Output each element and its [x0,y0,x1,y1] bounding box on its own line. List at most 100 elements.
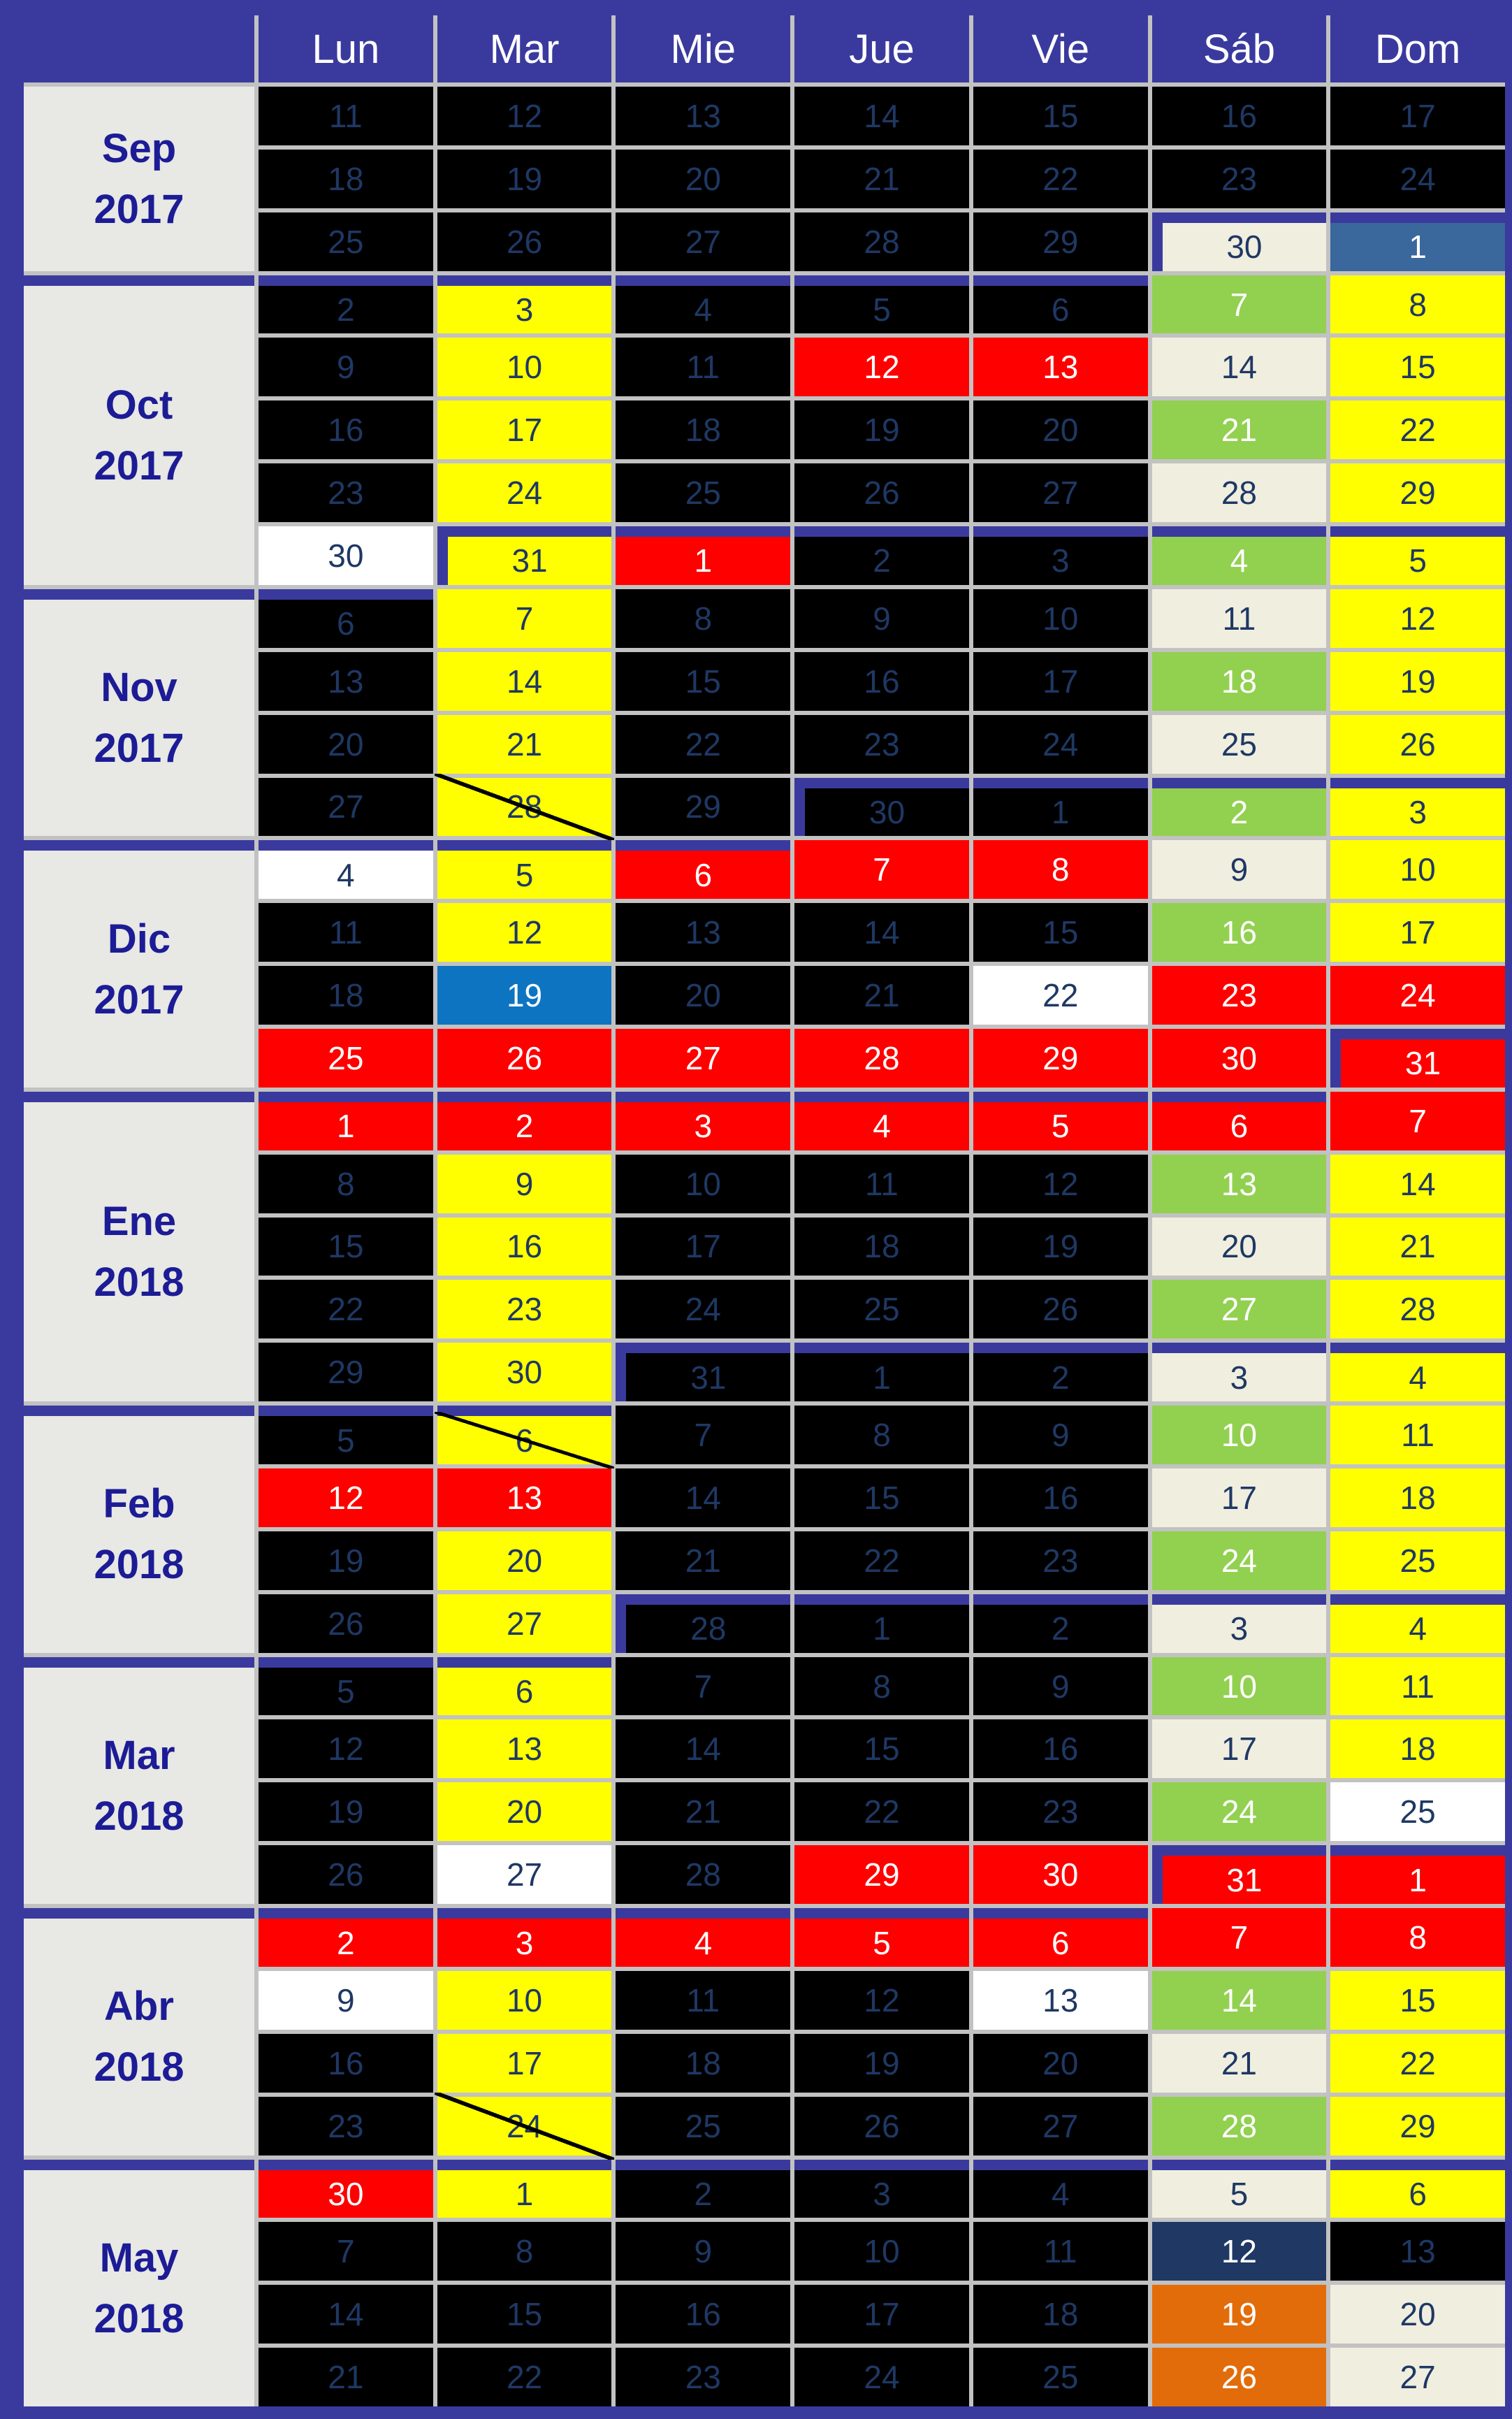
day-cell: 17 [1151,1719,1327,1779]
day-number: 3 [515,1924,534,1961]
day-cell: 30 [1151,212,1327,271]
day-number: 5 [873,291,891,328]
day-cell: 1 [437,2159,612,2218]
day-cell: 2 [616,2159,791,2218]
day-cell: 25 [794,1280,969,1339]
day-cell: 30 [259,526,433,585]
day-cell: 13 [616,903,791,962]
day-cell: 14 [616,1719,791,1779]
day-cell: 3 [437,1908,612,1967]
day-number: 18 [685,412,721,449]
day-number: 25 [1042,2359,1079,2396]
day-cell: 1 [1330,212,1505,271]
day-number: 23 [685,2359,721,2396]
day-number: 17 [1042,663,1079,700]
day-cell: 17 [1330,903,1505,962]
weekday-header-mar: Mar [437,15,612,82]
day-cell: 19 [259,1782,433,1842]
day-cell: 4 [973,2159,1148,2218]
day-number: 2 [515,1108,534,1145]
day-number: 21 [685,1542,721,1579]
day-cell: 26 [259,1845,433,1905]
month-name: Sep [101,125,177,171]
day-cell: 12 [437,903,612,962]
day-cell: 16 [1151,87,1327,145]
day-number: 22 [506,2359,543,2396]
day-cell: 15 [1330,1970,1505,2030]
day-cell: 19 [437,149,612,208]
day-cell: 20 [973,400,1148,460]
day-number: 12 [328,1479,364,1516]
day-number: 22 [1042,977,1079,1014]
day-cell: 9 [794,588,969,648]
day-number: 19 [328,1542,364,1579]
day-cell: 27 [437,1845,612,1905]
day-cell: 18 [1151,651,1327,711]
day-number: 17 [506,2044,543,2081]
day-cell: 25 [259,1028,433,1088]
day-number: 13 [328,663,364,700]
day-cell: 31 [616,1343,791,1402]
day-number: 3 [515,291,534,328]
day-number: 28 [685,1856,721,1893]
day-number: 15 [1042,914,1079,951]
day-number: 13 [506,1731,543,1768]
day-cell: 24 [1151,1782,1327,1842]
month-year: 2018 [94,1542,184,1588]
day-number: 28 [1400,1291,1436,1328]
day-cell: 10 [1330,840,1505,900]
day-number: 16 [1042,1731,1079,1768]
day-number: 9 [1230,851,1249,888]
day-cell: 18 [259,149,433,208]
day-cell: 15 [973,87,1148,145]
day-number: 10 [1221,1668,1257,1705]
header-corner [24,15,254,82]
day-cell: 12 [794,338,969,397]
month-name: Dic [107,916,171,962]
day-cell: 2 [973,1594,1148,1653]
day-number: 29 [1042,1039,1079,1076]
day-number: 21 [1400,1228,1436,1265]
day-number: 25 [1400,1542,1436,1579]
day-number: 12 [328,1731,364,1768]
day-cell: 7 [616,1656,791,1716]
day-number: 26 [1221,2359,1257,2396]
day-cell: 12 [1151,2222,1327,2281]
day-number: 17 [1221,1731,1257,1768]
day-cell: 9 [437,1154,612,1213]
day-cell: 22 [1330,2033,1505,2093]
day-number: 19 [864,2044,900,2081]
day-cell: 15 [437,2285,612,2344]
day-number: 31 [1226,1861,1263,1898]
day-cell: 6 [259,588,433,648]
day-number: 5 [337,1422,355,1459]
day-number: 20 [1221,1228,1257,1265]
day-number: 5 [1051,1108,1070,1145]
day-cell: 15 [259,1217,433,1276]
day-number: 11 [328,914,363,951]
day-number: 18 [1221,663,1257,700]
month-label-oct-2017: Oct 2017 [24,275,254,585]
day-cell: 27 [616,1028,791,1088]
day-number: 1 [873,1359,891,1396]
day-cell: 15 [794,1468,969,1527]
day-cell: 25 [1330,1531,1505,1590]
day-number: 18 [1400,1731,1436,1768]
day-cell: 21 [794,966,969,1025]
day-cell: 19 [1330,651,1505,711]
day-cell: 13 [616,87,791,145]
day-number: 28 [690,1610,727,1647]
day-cell: 1 [973,777,1148,837]
day-cell: 12 [437,87,612,145]
day-number: 6 [1051,291,1070,328]
day-number: 19 [1042,1228,1079,1265]
day-cell: 14 [794,87,969,145]
day-cell: 15 [1330,338,1505,397]
day-number: 20 [506,1793,543,1831]
day-number: 27 [1400,2359,1436,2396]
day-cell: 4 [794,1091,969,1150]
day-number: 14 [506,663,543,700]
day-cell: 1 [794,1343,969,1402]
day-cell: 13 [437,1468,612,1527]
day-number: 12 [864,349,900,386]
